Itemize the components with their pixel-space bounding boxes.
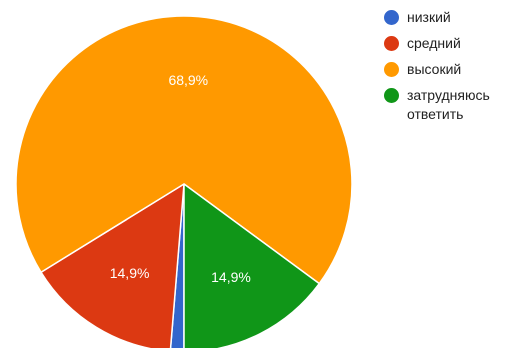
slice-label-high: 68,9% — [168, 72, 208, 88]
legend-swatch-medium — [384, 36, 399, 51]
slice-label-hard-to-say: 14,9% — [211, 269, 251, 285]
legend-label-hard-to-say: затрудняюсь ответить — [407, 87, 490, 122]
legend-item-low: низкий — [384, 8, 529, 27]
legend-swatch-hard-to-say — [384, 88, 399, 103]
legend-label-high: высокий — [407, 61, 462, 77]
legend-swatch-high — [384, 62, 399, 77]
chart-legend: низкий средний высокий затрудняюсь ответ… — [384, 8, 529, 131]
pie-slice-high — [15, 15, 353, 285]
legend-label-low: низкий — [407, 9, 451, 25]
legend-label-medium: средний — [407, 35, 461, 51]
legend-item-high: высокий — [384, 60, 529, 79]
slice-label-medium: 14,9% — [110, 265, 150, 281]
legend-item-hard-to-say: затрудняюсь ответить — [384, 86, 529, 124]
legend-swatch-low — [384, 10, 399, 25]
pie-slice-hard-to-say — [183, 183, 321, 348]
legend-item-medium: средний — [384, 34, 529, 53]
pie-slice-medium — [40, 183, 185, 348]
